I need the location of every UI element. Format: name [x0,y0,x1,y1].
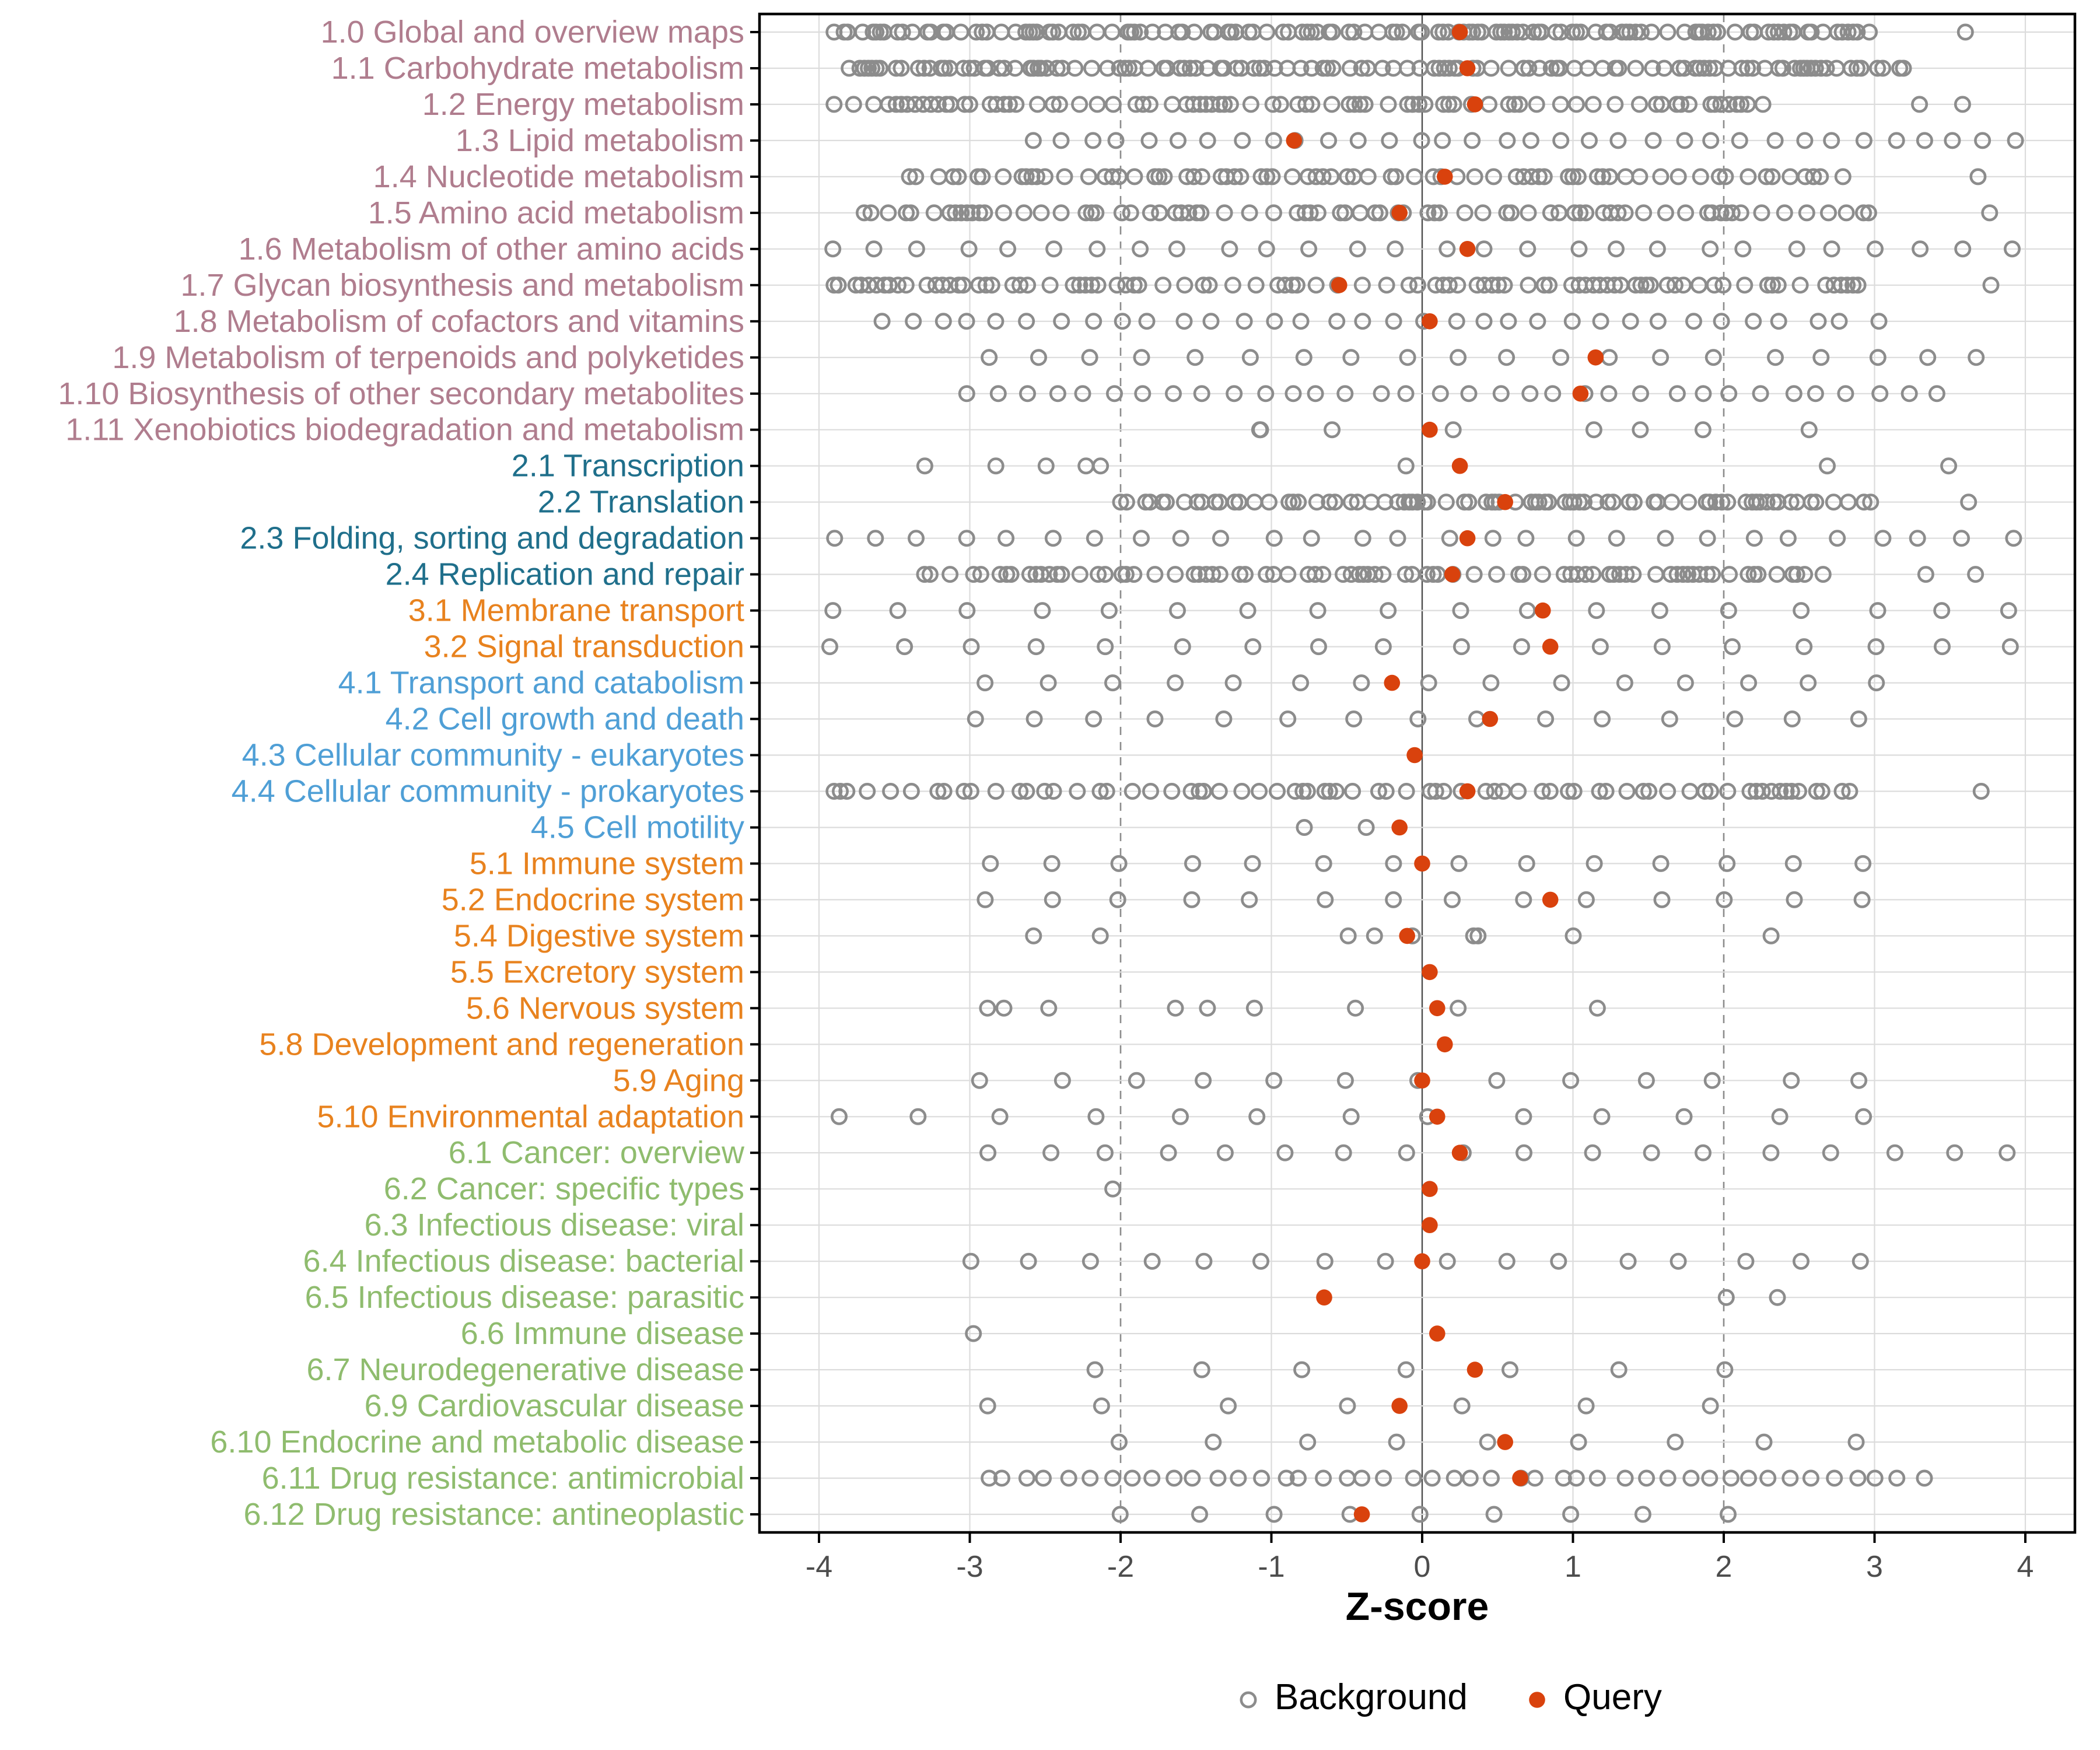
svg-text:5.4 Digestive system: 5.4 Digestive system [454,918,744,953]
svg-text:1.11 Xenobiotics biodegradatio: 1.11 Xenobiotics biodegradation and meta… [65,412,744,447]
svg-text:1.9 Metabolism of terpenoids a: 1.9 Metabolism of terpenoids and polyket… [112,340,744,375]
svg-text:4.1 Transport and catabolism: 4.1 Transport and catabolism [338,666,744,701]
svg-text:6.5 Infectious disease: parasi: 6.5 Infectious disease: parasitic [305,1280,744,1315]
svg-text:6.1 Cancer: overview: 6.1 Cancer: overview [449,1135,745,1170]
svg-text:-1: -1 [1258,1550,1284,1584]
svg-text:1.2 Energy metabolism: 1.2 Energy metabolism [422,87,744,122]
svg-text:Query: Query [1563,1677,1662,1717]
svg-text:1.5 Amino acid metabolism: 1.5 Amino acid metabolism [368,195,744,230]
svg-text:6.3 Infectious disease: viral: 6.3 Infectious disease: viral [365,1208,744,1242]
svg-text:3: 3 [1866,1550,1883,1584]
svg-text:5.1 Immune system: 5.1 Immune system [470,846,744,881]
svg-text:2: 2 [1716,1550,1732,1584]
svg-text:6.10 Endocrine and metabolic d: 6.10 Endocrine and metabolic disease [210,1424,744,1460]
svg-text:1: 1 [1564,1550,1581,1584]
svg-text:Background: Background [1275,1677,1468,1717]
svg-text:Z-score: Z-score [1346,1584,1489,1629]
svg-text:5.9 Aging: 5.9 Aging [613,1063,744,1098]
svg-text:6.4 Infectious disease: bacter: 6.4 Infectious disease: bacterial [303,1244,744,1279]
svg-text:5.5 Excretory system: 5.5 Excretory system [450,954,744,989]
svg-text:6.6 Immune disease: 6.6 Immune disease [461,1316,744,1351]
svg-text:-2: -2 [1107,1550,1134,1584]
svg-text:1.10 Biosynthesis of other sec: 1.10 Biosynthesis of other secondary met… [58,376,744,411]
svg-text:6.2 Cancer: specific types: 6.2 Cancer: specific types [384,1171,744,1206]
svg-text:3.1 Membrane transport: 3.1 Membrane transport [408,593,744,628]
svg-text:5.2 Endocrine system: 5.2 Endocrine system [442,882,744,917]
svg-text:4.3 Cellular community - eukar: 4.3 Cellular community - eukaryotes [242,738,744,773]
svg-text:1.1 Carbohydrate metabolism: 1.1 Carbohydrate metabolism [331,51,744,86]
svg-text:5.10 Environmental adaptation: 5.10 Environmental adaptation [317,1099,744,1134]
svg-text:2.2 Translation: 2.2 Translation [538,485,744,520]
svg-text:5.6 Nervous system: 5.6 Nervous system [466,991,744,1026]
svg-text:2.1 Transcription: 2.1 Transcription [512,449,744,484]
svg-text:6.12 Drug resistance: antineop: 6.12 Drug resistance: antineoplastic [244,1497,745,1532]
svg-text:4: 4 [2017,1550,2034,1584]
svg-text:3.2 Signal transduction: 3.2 Signal transduction [424,629,744,664]
svg-text:1.6 Metabolism of other amino: 1.6 Metabolism of other amino acids [239,232,744,267]
svg-text:-3: -3 [956,1550,983,1584]
svg-text:6.9 Cardiovascular disease: 6.9 Cardiovascular disease [365,1388,744,1423]
svg-text:4.5 Cell motility: 4.5 Cell motility [531,810,744,845]
svg-text:5.8 Development and regenerati: 5.8 Development and regeneration [259,1027,744,1062]
svg-text:4.4 Cellular community - proka: 4.4 Cellular community - prokaryotes [232,774,744,809]
svg-text:-4: -4 [806,1550,832,1584]
svg-text:6.11 Drug resistance: antimicr: 6.11 Drug resistance: antimicrobial [262,1461,744,1496]
svg-text:1.4 Nucleotide metabolism: 1.4 Nucleotide metabolism [373,159,744,194]
svg-text:1.8 Metabolism of cofactors an: 1.8 Metabolism of cofactors and vitamins [174,304,744,339]
svg-text:0: 0 [1414,1550,1431,1584]
svg-text:2.4 Replication and repair: 2.4 Replication and repair [386,557,744,592]
svg-text:6.7 Neurodegenerative disease: 6.7 Neurodegenerative disease [306,1352,744,1387]
svg-text:4.2 Cell growth and death: 4.2 Cell growth and death [386,702,744,737]
svg-text:1.7 Glycan biosynthesis and me: 1.7 Glycan biosynthesis and metabolism [181,268,745,303]
svg-text:1.0 Global and overview maps: 1.0 Global and overview maps [321,15,744,50]
svg-text:1.3 Lipid metabolism: 1.3 Lipid metabolism [456,123,744,158]
svg-text:2.3 Folding, sorting and degra: 2.3 Folding, sorting and degradation [240,521,744,556]
